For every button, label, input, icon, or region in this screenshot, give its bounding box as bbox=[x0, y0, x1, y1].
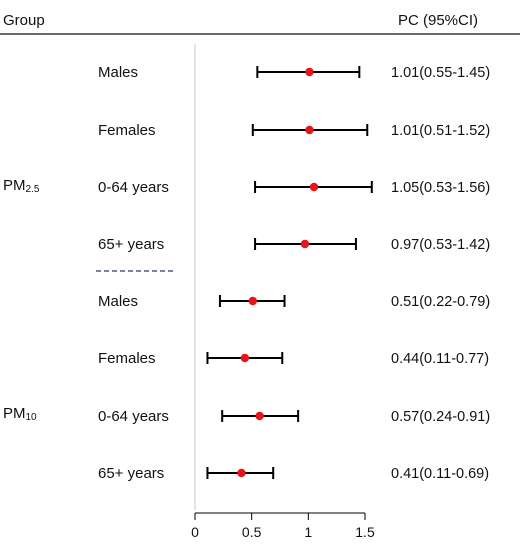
point-estimate bbox=[237, 468, 246, 478]
group-column-header: Group bbox=[3, 12, 45, 29]
x-tick-label: 1.5 bbox=[355, 524, 375, 540]
pc-ci-text: 0.97(0.53-1.42) bbox=[391, 237, 490, 253]
row-label: 0-64 years bbox=[98, 408, 169, 425]
pc-ci-text: 1.01(0.51-1.52) bbox=[391, 123, 490, 139]
pc-ci-text: 1.01(0.55-1.45) bbox=[391, 65, 490, 81]
pc-ci-text: 0.57(0.24-0.91) bbox=[391, 409, 490, 425]
group-subscript: 2.5 bbox=[26, 184, 40, 195]
row-label: Females bbox=[98, 122, 156, 139]
estimate-column-header: PC (95%CI) bbox=[398, 12, 478, 29]
row-label: 65+ years bbox=[98, 465, 164, 482]
row-label: 65+ years bbox=[98, 236, 164, 253]
point-estimate bbox=[255, 411, 264, 421]
pc-ci-text: 0.44(0.11-0.77) bbox=[391, 351, 489, 367]
group-name: PM bbox=[3, 405, 26, 422]
point-estimate bbox=[248, 296, 257, 306]
pc-ci-text: 0.51(0.22-0.79) bbox=[391, 294, 490, 310]
x-tick-label: 1 bbox=[304, 524, 312, 540]
row-label: Males bbox=[98, 293, 138, 310]
point-estimate bbox=[305, 67, 314, 77]
point-estimate bbox=[240, 353, 250, 363]
row-label: 0-64 years bbox=[98, 179, 169, 196]
group-name: PM bbox=[3, 177, 26, 194]
group-subscript: 10 bbox=[26, 412, 38, 423]
pc-ci-text: 1.05(0.53-1.56) bbox=[391, 180, 490, 196]
point-estimate bbox=[300, 239, 310, 249]
x-tick-label: 0.5 bbox=[242, 524, 262, 540]
pc-ci-text: 0.41(0.11-0.69) bbox=[391, 466, 489, 482]
group-label: PM2.5 bbox=[3, 177, 40, 195]
row-label: Males bbox=[98, 64, 138, 81]
x-axis: 0 0.5 1 1.5 bbox=[191, 512, 375, 540]
x-tick-label: 0 bbox=[191, 524, 199, 540]
group-label: PM10 bbox=[3, 405, 37, 423]
point-estimate bbox=[305, 125, 314, 135]
point-estimate bbox=[309, 182, 319, 192]
row-label: Females bbox=[98, 350, 156, 367]
